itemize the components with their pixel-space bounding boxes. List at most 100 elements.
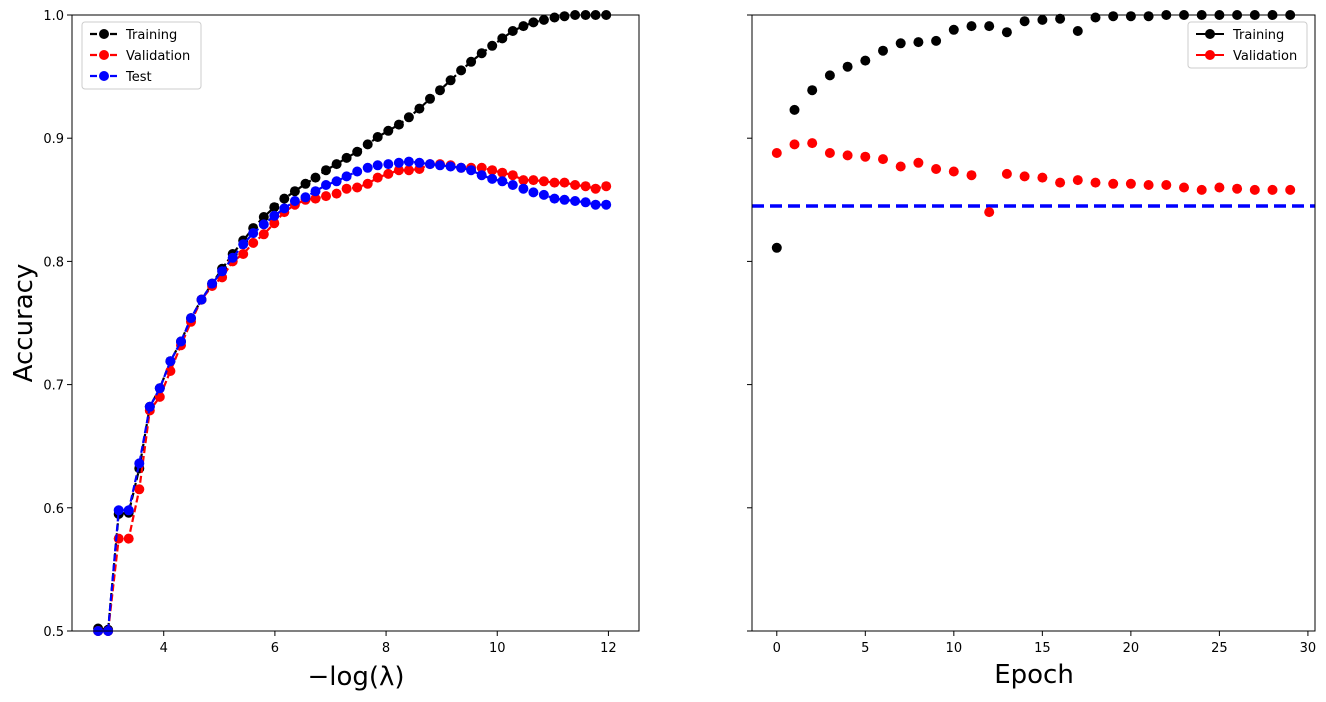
data-point-validation xyxy=(967,170,977,180)
x-tick-label: 30 xyxy=(1300,641,1317,656)
data-point-validation xyxy=(931,164,941,174)
data-point-validation xyxy=(1250,185,1260,195)
data-point-training xyxy=(518,21,528,31)
data-point-training xyxy=(825,70,835,80)
data-point-test xyxy=(508,180,518,190)
data-point-test xyxy=(259,219,269,229)
data-point-test xyxy=(518,184,528,194)
data-point-training xyxy=(477,48,487,58)
x-tick-label: 8 xyxy=(382,641,390,656)
data-point-training xyxy=(1144,11,1154,21)
data-point-validation xyxy=(124,534,134,544)
data-point-training xyxy=(528,17,538,27)
data-point-test xyxy=(228,253,238,263)
data-point-training xyxy=(984,21,994,31)
data-point-validation xyxy=(550,178,560,188)
data-point-test xyxy=(446,162,456,172)
data-point-test xyxy=(591,200,601,210)
data-point-training xyxy=(539,15,549,25)
data-point-test xyxy=(155,383,165,393)
data-point-test xyxy=(497,176,507,186)
data-point-validation xyxy=(539,176,549,186)
data-point-test xyxy=(373,160,383,170)
data-point-training xyxy=(949,25,959,35)
data-point-test xyxy=(550,194,560,204)
data-point-training xyxy=(497,33,507,43)
data-point-training xyxy=(508,26,518,36)
data-point-validation xyxy=(1002,169,1012,179)
data-point-test xyxy=(435,160,445,170)
data-point-validation xyxy=(1055,178,1065,188)
data-point-test xyxy=(383,159,393,169)
data-point-test xyxy=(248,228,258,238)
data-point-training xyxy=(311,173,321,183)
data-point-validation xyxy=(860,152,870,162)
left-x-ticks: 4 6 8 10 12 xyxy=(160,631,617,656)
data-point-training xyxy=(414,104,424,114)
data-point-test xyxy=(134,458,144,468)
data-point-training xyxy=(550,13,560,23)
data-point-validation xyxy=(913,158,923,168)
x-tick-label: 10 xyxy=(489,641,506,656)
data-point-test xyxy=(342,171,352,181)
data-point-training xyxy=(560,11,570,21)
data-point-validation xyxy=(1285,185,1295,195)
data-point-validation xyxy=(321,191,331,201)
data-point-validation xyxy=(404,165,414,175)
data-point-training xyxy=(435,85,445,95)
data-point-test xyxy=(332,176,342,186)
right-panel: 0 5 10 15 20 25 30 Epoch Training Validation xyxy=(747,10,1316,690)
legend-marker-training xyxy=(99,29,109,39)
x-tick-label: 0 xyxy=(773,641,781,656)
data-point-validation xyxy=(383,169,393,179)
left-plot-marks xyxy=(93,10,611,636)
data-point-validation xyxy=(518,175,528,185)
left-panel: 4 6 8 10 12 0.5 0.6 0.7 0.8 0.9 1.0 −log(λ) Accur… xyxy=(9,9,639,692)
data-point-test xyxy=(145,402,155,412)
data-point-validation xyxy=(878,154,888,164)
data-point-training xyxy=(931,36,941,46)
data-point-test xyxy=(363,163,373,173)
legend-marker-epoch-validation xyxy=(1205,50,1215,60)
data-point-test xyxy=(114,505,124,515)
y-tick-label: 0.5 xyxy=(43,625,64,640)
left-legend: Training Validation Test xyxy=(82,22,201,89)
data-point-test xyxy=(197,295,207,305)
data-point-test xyxy=(570,196,580,206)
data-point-test xyxy=(165,356,175,366)
data-point-training xyxy=(487,41,497,51)
data-point-test xyxy=(394,158,404,168)
data-point-test xyxy=(311,186,321,196)
left-axes-frame xyxy=(72,15,639,631)
legend-marker-epoch-training xyxy=(1205,29,1215,39)
data-point-validation xyxy=(790,139,800,149)
left-x-axis-label: −log(λ) xyxy=(307,662,404,692)
data-point-test xyxy=(279,203,289,213)
data-point-training xyxy=(383,126,393,136)
legend-label-epoch-training: Training xyxy=(1232,28,1284,43)
data-point-training xyxy=(301,179,311,189)
data-point-test xyxy=(217,266,227,276)
legend-label-test: Test xyxy=(125,70,152,85)
data-point-validation xyxy=(134,484,144,494)
data-point-validation xyxy=(807,138,817,148)
data-point-test xyxy=(601,200,611,210)
data-point-test xyxy=(487,174,497,184)
data-point-training xyxy=(790,105,800,115)
data-point-validation xyxy=(1073,175,1083,185)
data-point-training xyxy=(1020,16,1030,26)
data-point-test xyxy=(425,159,435,169)
data-point-test xyxy=(539,190,549,200)
x-tick-label: 20 xyxy=(1123,641,1140,656)
y-tick-label: 0.6 xyxy=(43,502,64,517)
data-point-validation xyxy=(581,181,591,191)
data-point-training xyxy=(456,65,466,75)
left-y-ticks: 0.50.60.70.80.91.0 xyxy=(43,9,72,640)
data-point-training xyxy=(394,120,404,130)
data-point-validation xyxy=(342,184,352,194)
data-point-training xyxy=(1037,15,1047,25)
y-tick-label: 0.8 xyxy=(43,255,64,270)
data-point-validation xyxy=(1232,184,1242,194)
data-point-validation xyxy=(1144,180,1154,190)
data-point-validation xyxy=(984,207,994,217)
